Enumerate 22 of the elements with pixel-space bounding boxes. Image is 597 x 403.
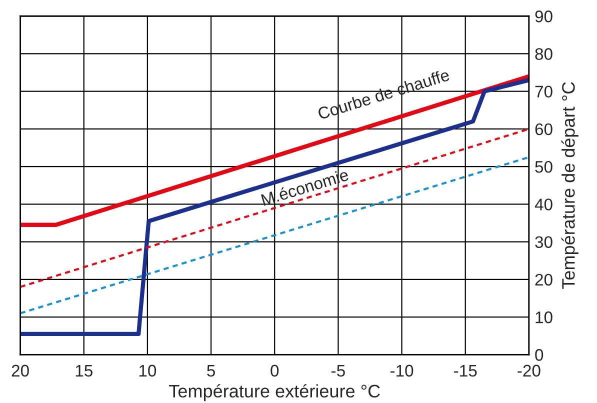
- y-axis-title: Température de départ °C: [561, 82, 578, 289]
- x-tick-label: 20: [12, 364, 29, 377]
- y-tick-label: 30: [535, 236, 552, 248]
- y-tick-label: 70: [535, 86, 552, 98]
- x-axis-title: Température extérieure °C: [169, 384, 380, 402]
- x-tick-label: -10: [390, 364, 414, 377]
- y-tick-label: 90: [535, 10, 552, 22]
- y-tick-label: 60: [535, 123, 552, 136]
- x-tick-label: 0: [270, 364, 279, 377]
- y-tick-label: 20: [535, 274, 552, 286]
- x-tick-label: 15: [76, 364, 92, 377]
- annotation: Courbe de chauffe: [317, 68, 450, 120]
- x-tick-label: 5: [207, 364, 215, 377]
- y-tick-label: 40: [534, 198, 552, 210]
- y-tick-label: 0: [535, 349, 544, 361]
- x-tick-label: 10: [139, 364, 156, 377]
- x-tick-label: -20: [518, 364, 540, 377]
- x-tick-label: -15: [454, 364, 477, 377]
- y-tick-label: 50: [535, 160, 552, 173]
- y-tick-label: 10: [536, 311, 552, 324]
- y-tick-label: 80: [535, 48, 552, 60]
- x-tick-label: -5: [332, 364, 345, 377]
